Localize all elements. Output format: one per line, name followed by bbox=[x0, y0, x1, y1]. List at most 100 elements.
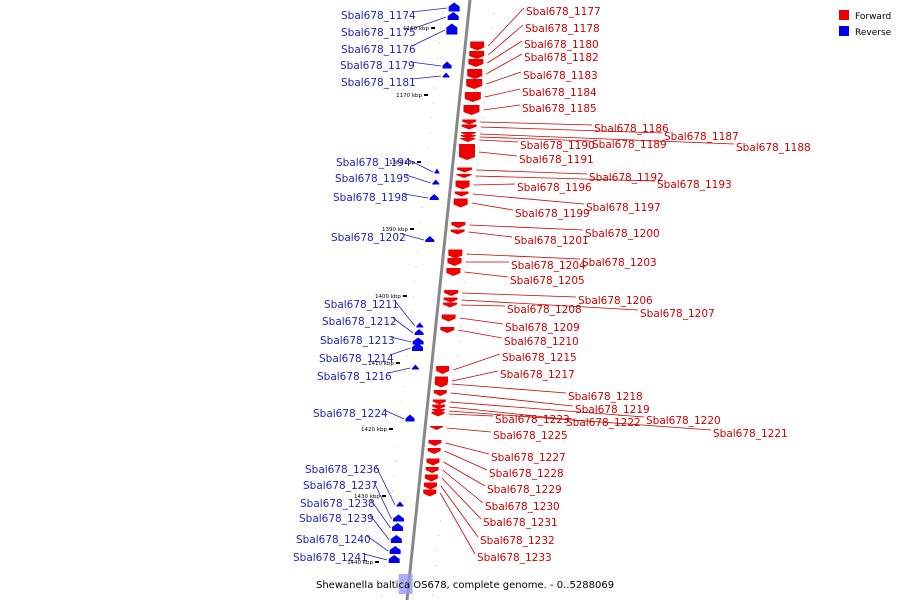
leader-line-forward bbox=[487, 24, 524, 56]
leader-lines bbox=[363, 7, 735, 561]
leader-line-forward bbox=[439, 492, 476, 555]
leader-line-reverse bbox=[394, 300, 416, 327]
gene-forward-Sbal678_1183 bbox=[466, 79, 483, 89]
label-Sbal678_1198: Sbal678_1198 bbox=[333, 192, 408, 204]
gene-forward-Sbal678_1184 bbox=[464, 92, 481, 102]
leader-line-reverse bbox=[410, 61, 442, 67]
leader-line-reverse bbox=[363, 553, 388, 561]
label-Sbal678_1193: Sbal678_1193 bbox=[657, 179, 732, 191]
leader-line-forward bbox=[448, 413, 494, 417]
leader-line-forward bbox=[458, 329, 503, 339]
gene-reverse-Sbal678_1238 bbox=[392, 523, 404, 531]
viewport-marker[interactable] bbox=[398, 574, 413, 594]
label-Sbal678_1192: Sbal678_1192 bbox=[589, 172, 664, 184]
label-Sbal678_1237: Sbal678_1237 bbox=[303, 480, 378, 492]
gene-reverse-Sbal678_1213 bbox=[412, 337, 424, 345]
gene-forward-Sbal678_1232 bbox=[423, 482, 437, 490]
gene-reverse-Sbal678_1175 bbox=[447, 12, 459, 20]
gene-reverse-Sbal678_1198 bbox=[429, 194, 439, 200]
gene-forward-Sbal678_1222 bbox=[432, 404, 446, 410]
leader-line-forward bbox=[476, 169, 588, 175]
gene-forward-Sbal678_1178 bbox=[469, 51, 485, 59]
label-Sbal678_1191: Sbal678_1191 bbox=[519, 154, 594, 166]
label-Sbal678_1199: Sbal678_1199 bbox=[515, 208, 590, 220]
gene-reverse-Sbal678_1237 bbox=[393, 514, 405, 522]
label-Sbal678_1214: Sbal678_1214 bbox=[319, 353, 394, 365]
leader-line-reverse bbox=[411, 7, 448, 13]
label-Sbal678_1182: Sbal678_1182 bbox=[524, 52, 599, 64]
gene-forward-Sbal678_1193 bbox=[456, 174, 472, 178]
label-Sbal678_1197: Sbal678_1197 bbox=[586, 202, 661, 214]
gene-forward-Sbal678_1219 bbox=[433, 390, 447, 396]
leader-line-forward bbox=[486, 71, 522, 85]
kbp-tick-mark bbox=[424, 94, 429, 96]
leader-line-reverse bbox=[389, 347, 411, 356]
gene-forward-Sbal678_1180 bbox=[468, 59, 484, 67]
leader-line-forward bbox=[451, 383, 567, 394]
label-Sbal678_1239: Sbal678_1239 bbox=[299, 513, 374, 525]
leader-line-forward bbox=[479, 136, 591, 142]
gene-forward-Sbal678_1197 bbox=[454, 191, 469, 197]
label-Sbal678_1176: Sbal678_1176 bbox=[341, 44, 416, 56]
label-Sbal678_1231: Sbal678_1231 bbox=[483, 517, 558, 529]
kbp-tick-mark bbox=[374, 561, 379, 563]
gene-reverse-Sbal678_1202 bbox=[425, 236, 435, 242]
genome-caption: Shewanella baltica OS678, complete genom… bbox=[316, 580, 614, 591]
label-Sbal678_1194: Sbal678_1194 bbox=[336, 157, 411, 169]
gene-reverse-Sbal678_1211 bbox=[416, 322, 424, 328]
leader-line-forward bbox=[451, 370, 499, 382]
label-Sbal678_1189: Sbal678_1189 bbox=[592, 139, 667, 151]
leader-line-forward bbox=[449, 401, 645, 418]
leader-line-forward bbox=[443, 461, 486, 487]
leader-line-forward bbox=[471, 202, 514, 211]
leader-line-forward bbox=[460, 304, 506, 307]
label-Sbal678_1240: Sbal678_1240 bbox=[296, 534, 371, 546]
label-Sbal678_1223: Sbal678_1223 bbox=[495, 414, 570, 426]
kbp-tick-mark bbox=[381, 495, 386, 497]
gene-forward-Sbal678_1196 bbox=[455, 180, 470, 190]
gene-forward-Sbal678_1187 bbox=[461, 124, 477, 130]
gene-forward-Sbal678_1227 bbox=[428, 440, 442, 446]
label-Sbal678_1213: Sbal678_1213 bbox=[320, 335, 395, 347]
leader-line-forward bbox=[479, 139, 519, 143]
leader-line-forward bbox=[483, 104, 521, 111]
leader-line-reverse bbox=[411, 29, 446, 47]
label-Sbal678_1209: Sbal678_1209 bbox=[505, 322, 580, 334]
leader-line-forward bbox=[444, 450, 488, 471]
gene-reverse-Sbal678_1181 bbox=[442, 72, 450, 78]
label-Sbal678_1203: Sbal678_1203 bbox=[582, 257, 657, 269]
gene-forward-Sbal678_1209 bbox=[441, 314, 456, 322]
leader-line-forward bbox=[472, 193, 585, 205]
label-Sbal678_1212: Sbal678_1212 bbox=[322, 316, 397, 328]
genome-axis bbox=[380, 0, 496, 600]
label-Sbal678_1190: Sbal678_1190 bbox=[520, 140, 595, 152]
legend-forward-label: Forward bbox=[855, 12, 891, 22]
label-Sbal678_1204: Sbal678_1204 bbox=[511, 260, 586, 272]
leader-line-forward bbox=[480, 126, 663, 134]
label-Sbal678_1174: Sbal678_1174 bbox=[341, 10, 416, 22]
gene-forward-Sbal678_1229 bbox=[426, 458, 440, 466]
leader-line-reverse bbox=[405, 174, 431, 184]
gene-reverse-Sbal678_1239 bbox=[390, 535, 402, 543]
leader-line-reverse bbox=[403, 193, 429, 199]
legend-forward-swatch bbox=[839, 10, 849, 20]
gene-forward-Sbal678_1203 bbox=[448, 249, 463, 259]
leader-line-forward bbox=[459, 317, 504, 325]
gene-forward-Sbal678_1190 bbox=[460, 138, 476, 142]
gene-forward-Sbal678_1210 bbox=[440, 327, 455, 333]
label-Sbal678_1208: Sbal678_1208 bbox=[507, 304, 582, 316]
gene-reverse-Sbal678_1224 bbox=[405, 414, 415, 422]
kbp-tick-label: 1400 kbp bbox=[375, 294, 401, 300]
leader-line-forward bbox=[466, 253, 581, 260]
kbp-tick-mark bbox=[402, 295, 407, 297]
kbp-tick-label: 1440 kbp bbox=[347, 560, 373, 566]
gene-forward-Sbal678_1186 bbox=[462, 119, 477, 125]
label-Sbal678_1185: Sbal678_1185 bbox=[522, 103, 597, 115]
gene-forward-Sbal678_1207 bbox=[443, 297, 458, 303]
label-Sbal678_1184: Sbal678_1184 bbox=[522, 87, 597, 99]
gene-reverse-Sbal678_1214 bbox=[411, 343, 423, 351]
gene-reverse-Sbal678_1174 bbox=[448, 2, 460, 12]
legend: Forward Reverse bbox=[839, 10, 892, 38]
gene-forward-Sbal678_1189 bbox=[460, 135, 476, 139]
label-Sbal678_1233: Sbal678_1233 bbox=[477, 552, 552, 564]
